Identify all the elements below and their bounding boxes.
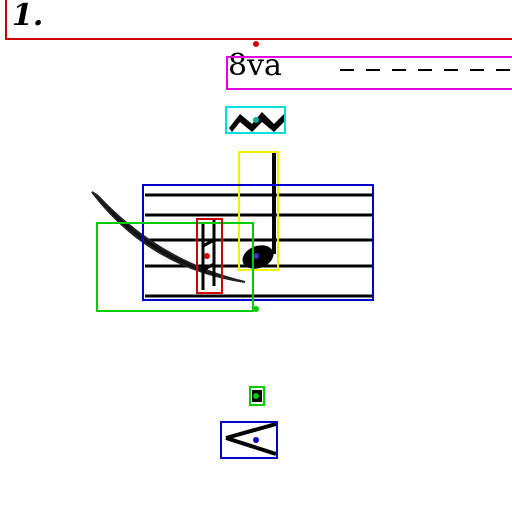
box-ottava [226, 56, 512, 90]
marker-cyan [253, 117, 259, 123]
box-dynamic [249, 386, 265, 406]
marker-yellow [253, 253, 259, 259]
box-slur [96, 222, 254, 312]
box-staff [142, 184, 374, 301]
marker-blue-wedge [253, 437, 259, 443]
marker-red-natural [204, 253, 210, 259]
box-measure-number [5, 0, 512, 40]
natural-sign [201, 220, 216, 290]
staff [145, 193, 372, 298]
measure-number: 1. [12, 0, 44, 33]
accent-wedge [225, 422, 277, 456]
box-note [238, 151, 279, 271]
marker-green [253, 306, 259, 312]
slur [91, 191, 246, 283]
anchor-markers [204, 41, 259, 443]
marker-red-top [253, 41, 259, 47]
box-wedge [220, 421, 278, 459]
box-ornament [225, 106, 286, 134]
box-natural [196, 218, 223, 294]
marker-green-small [253, 393, 259, 399]
ottava-label: 8va [228, 48, 282, 83]
